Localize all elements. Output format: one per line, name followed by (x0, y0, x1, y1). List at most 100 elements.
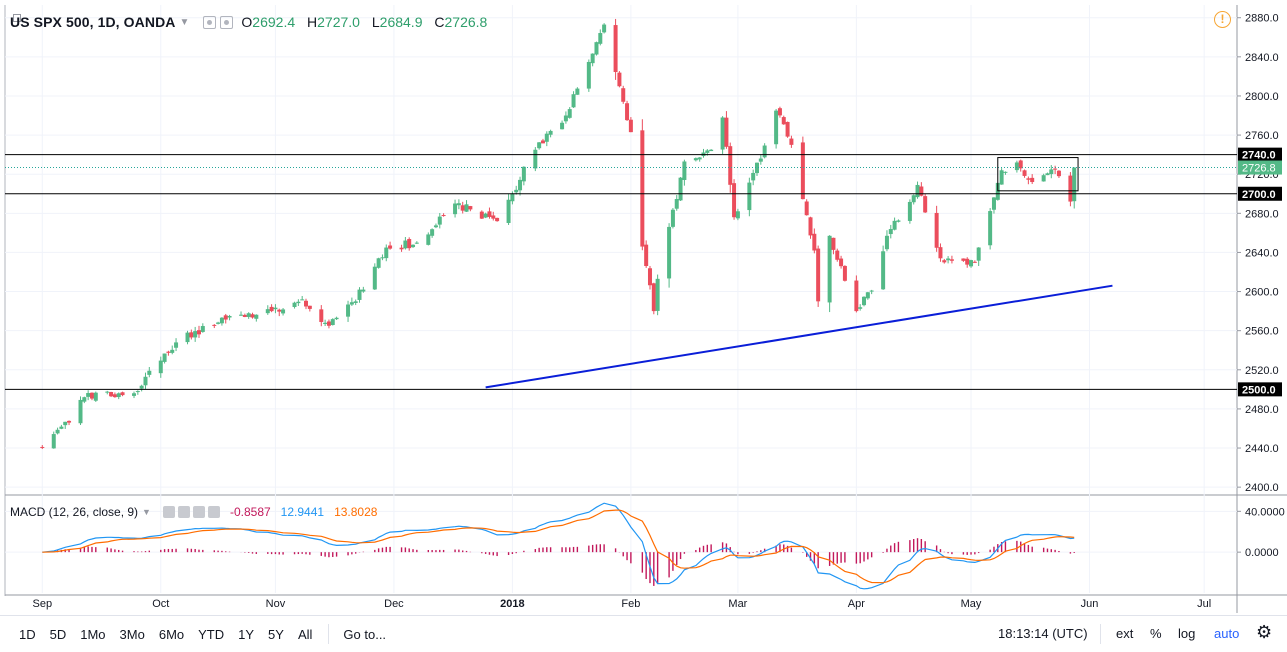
candle (464, 200, 469, 212)
candle-body (651, 283, 656, 312)
ext-toggle[interactable]: ext (1116, 626, 1134, 641)
candle-body (411, 244, 416, 248)
candle (414, 241, 419, 245)
candle-body (862, 296, 867, 306)
candle-body (1053, 168, 1058, 170)
level-label-bg (1238, 186, 1282, 201)
candle (254, 314, 259, 322)
candle-body (189, 332, 194, 338)
time-tick-label: May (961, 598, 982, 610)
timeframe-ytd[interactable]: YTD (198, 626, 225, 642)
eye-icon[interactable] (162, 506, 175, 518)
candle-body (147, 370, 152, 375)
candle (1068, 172, 1073, 207)
candle-body (732, 183, 737, 218)
candle-body (942, 260, 947, 263)
alert-icon[interactable]: ! (1214, 11, 1231, 28)
macd-tick-label: 40.0000 (1245, 506, 1285, 518)
candle (621, 85, 626, 104)
candle (835, 248, 840, 262)
candle-body (923, 196, 928, 213)
candle (1030, 174, 1035, 185)
price-axis: 2400.0 2440.0 2480.0 2520.0 2560.0 2600.0 2640… (1237, 13, 1282, 494)
candle-body (281, 309, 286, 314)
level-label-bg (1238, 382, 1282, 397)
goto-button[interactable]: Go to... (343, 626, 387, 642)
time-tick-label: Sep (32, 598, 52, 610)
candle-body (934, 212, 939, 248)
percent-toggle[interactable]: % (1150, 626, 1162, 641)
candle-body (858, 307, 863, 309)
candle (804, 199, 809, 216)
timeframe-all[interactable]: All (297, 626, 313, 642)
maximize-icon[interactable] (13, 14, 21, 22)
eye-icon[interactable] (203, 15, 217, 29)
candle-body (640, 130, 645, 247)
chevron-down-icon[interactable]: ▼ (142, 507, 151, 517)
candle (839, 255, 844, 269)
candle (227, 314, 232, 321)
level-label: 2700.0 (1242, 189, 1276, 201)
candle (858, 304, 863, 311)
candle-body (755, 162, 760, 174)
candle (456, 199, 461, 210)
auto-toggle[interactable]: auto (1214, 626, 1240, 641)
macd-tick-label: 0.0000 (1245, 547, 1279, 559)
more-icon[interactable] (207, 506, 220, 518)
candle-body (785, 121, 790, 137)
candle-body (174, 342, 179, 348)
log-toggle[interactable]: log (1178, 626, 1196, 641)
timeframe-3mo[interactable]: 3Mo (119, 626, 145, 642)
candle-body (242, 314, 247, 317)
timeframe-1mo[interactable]: 1Mo (80, 626, 106, 642)
candle (468, 205, 473, 212)
chart-canvas[interactable]: 2400.0 2440.0 2480.0 2520.0 2560.0 2600.0 2640… (0, 0, 1287, 615)
candle (728, 142, 733, 193)
candle (453, 199, 458, 218)
candle-body (777, 108, 782, 116)
candle (644, 240, 649, 268)
plus-icon[interactable] (192, 506, 205, 518)
candle-body (751, 172, 756, 181)
symbol-title[interactable]: US SPX 500, 1D, OANDA (10, 14, 176, 30)
settings-icon[interactable] (177, 506, 190, 518)
timeframe-1d[interactable]: 1D (19, 626, 36, 642)
candle-body (1026, 178, 1031, 180)
timeframe-5d[interactable]: 5D (49, 626, 67, 642)
candle-body (185, 332, 190, 343)
settings-icon[interactable] (220, 15, 234, 29)
candle (193, 326, 198, 342)
candle (384, 244, 389, 262)
candle (598, 29, 603, 46)
timeframe-1y[interactable]: 1Y (238, 626, 255, 642)
candle (732, 179, 737, 220)
candle-body (1072, 167, 1077, 202)
gear-icon[interactable]: ⚙ (1256, 622, 1273, 642)
candle-body (594, 42, 599, 55)
candle-body (250, 314, 255, 318)
macd-title[interactable]: MACD (12, 26, close, 9) (10, 505, 139, 519)
candle (132, 391, 137, 399)
candle (330, 318, 335, 326)
candle (67, 420, 72, 426)
candle (862, 296, 867, 307)
candle-body (376, 258, 381, 268)
candle-body (965, 258, 970, 265)
timeframe-6mo[interactable]: 6Mo (158, 626, 185, 642)
candle (1049, 165, 1054, 179)
candle-body (540, 140, 545, 144)
candle-body (697, 157, 702, 160)
chevron-down-icon[interactable]: ▼ (179, 16, 190, 28)
utc-clock[interactable]: 18:13:14 (UTC) (998, 626, 1088, 641)
candle-body (758, 158, 763, 162)
candle-body (655, 278, 660, 311)
candle (548, 129, 553, 138)
candle (812, 228, 817, 254)
candle (277, 308, 282, 317)
candle-body (949, 259, 954, 261)
candle (762, 143, 767, 159)
candle-body (613, 25, 618, 73)
candle (357, 287, 362, 303)
timeframe-5y[interactable]: 5Y (268, 626, 284, 642)
